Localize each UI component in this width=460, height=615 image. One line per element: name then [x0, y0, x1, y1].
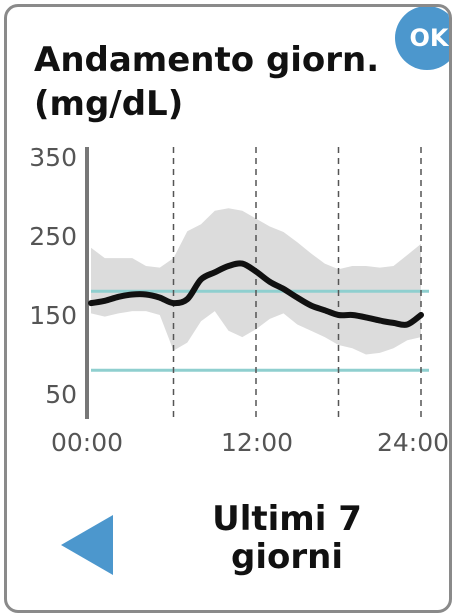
y-tick-250: 250 [29, 222, 77, 251]
median-glucose-line [88, 260, 424, 328]
period-line-2: giorni [231, 537, 343, 577]
y-tick-50: 50 [45, 380, 77, 409]
title-line-1: Andamento giorn. [34, 40, 380, 80]
period-line-1: Ultimi 7 [212, 499, 362, 539]
page-title: Andamento giorn. (mg/dL) [34, 38, 379, 126]
period-label: Ultimi 7 giorni [157, 500, 417, 576]
x-tick-00: 00:00 [51, 428, 123, 457]
x-tick-24: 24:00 [377, 428, 449, 457]
title-line-2: (mg/dL) [34, 84, 184, 124]
x-tick-12: 12:00 [221, 428, 293, 457]
y-tick-150: 150 [29, 301, 77, 330]
triangle-left-icon[interactable] [61, 513, 117, 577]
ok-button[interactable]: OK [395, 7, 449, 70]
glucose-trend-chart: 350 250 150 50 00:00 12:00 24:00 [29, 143, 449, 457]
y-tick-350: 350 [29, 143, 77, 172]
daily-trend-card: Andamento giorn. (mg/dL) OK 350 250 150 … [4, 4, 452, 613]
